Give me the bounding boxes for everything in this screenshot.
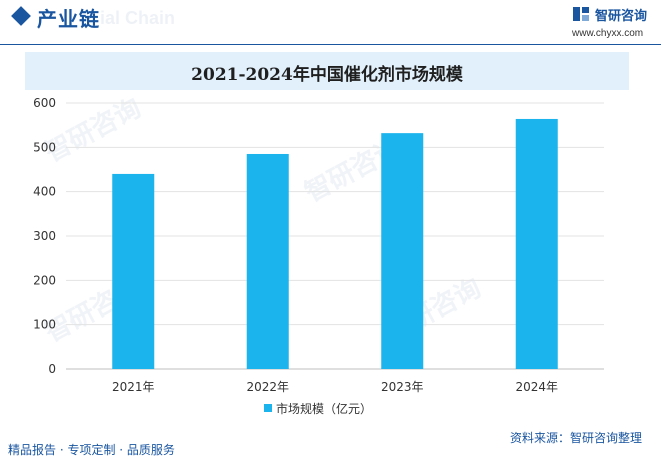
y-tick-label: 600 — [33, 96, 56, 110]
brand-url: www.chyxx.com — [572, 28, 644, 39]
y-tick-label: 400 — [33, 185, 56, 199]
x-tick-label: 2022年 — [246, 380, 289, 394]
bar — [381, 133, 424, 369]
source-note: 资料来源：智研咨询整理 — [510, 431, 643, 445]
y-tick-label: 100 — [33, 318, 56, 332]
brand-name: 智研咨询 — [595, 9, 648, 24]
y-tick-label: 500 — [33, 140, 56, 154]
chart-title: 2021-2024年中国催化剂市场规模 — [191, 65, 463, 85]
bar — [515, 118, 558, 370]
y-tick-label: 300 — [33, 229, 56, 243]
footer-services: 精品报告 · 专项定制 · 品质服务 — [8, 443, 175, 457]
x-tick-label: 2023年 — [381, 380, 424, 394]
y-tick-label: 0 — [48, 362, 56, 376]
legend-label: 市场规模（亿元） — [276, 401, 372, 416]
page-header: 产业链 ial Chain 智研咨询 www.chyxx.com — [0, 0, 661, 45]
section-watermark: ial Chain — [100, 8, 176, 28]
header-divider — [0, 44, 661, 45]
bar — [112, 173, 155, 369]
x-tick-label: 2024年 — [515, 380, 558, 394]
x-tick-label: 2021年 — [112, 380, 155, 394]
chart-title-band: 2021-2024年中国催化剂市场规模 — [25, 52, 629, 90]
brand-logo-icon — [573, 7, 589, 21]
section-title: 产业链 — [37, 7, 100, 31]
legend-swatch — [264, 404, 272, 412]
y-tick-label: 200 — [33, 273, 56, 287]
bar — [246, 153, 289, 369]
